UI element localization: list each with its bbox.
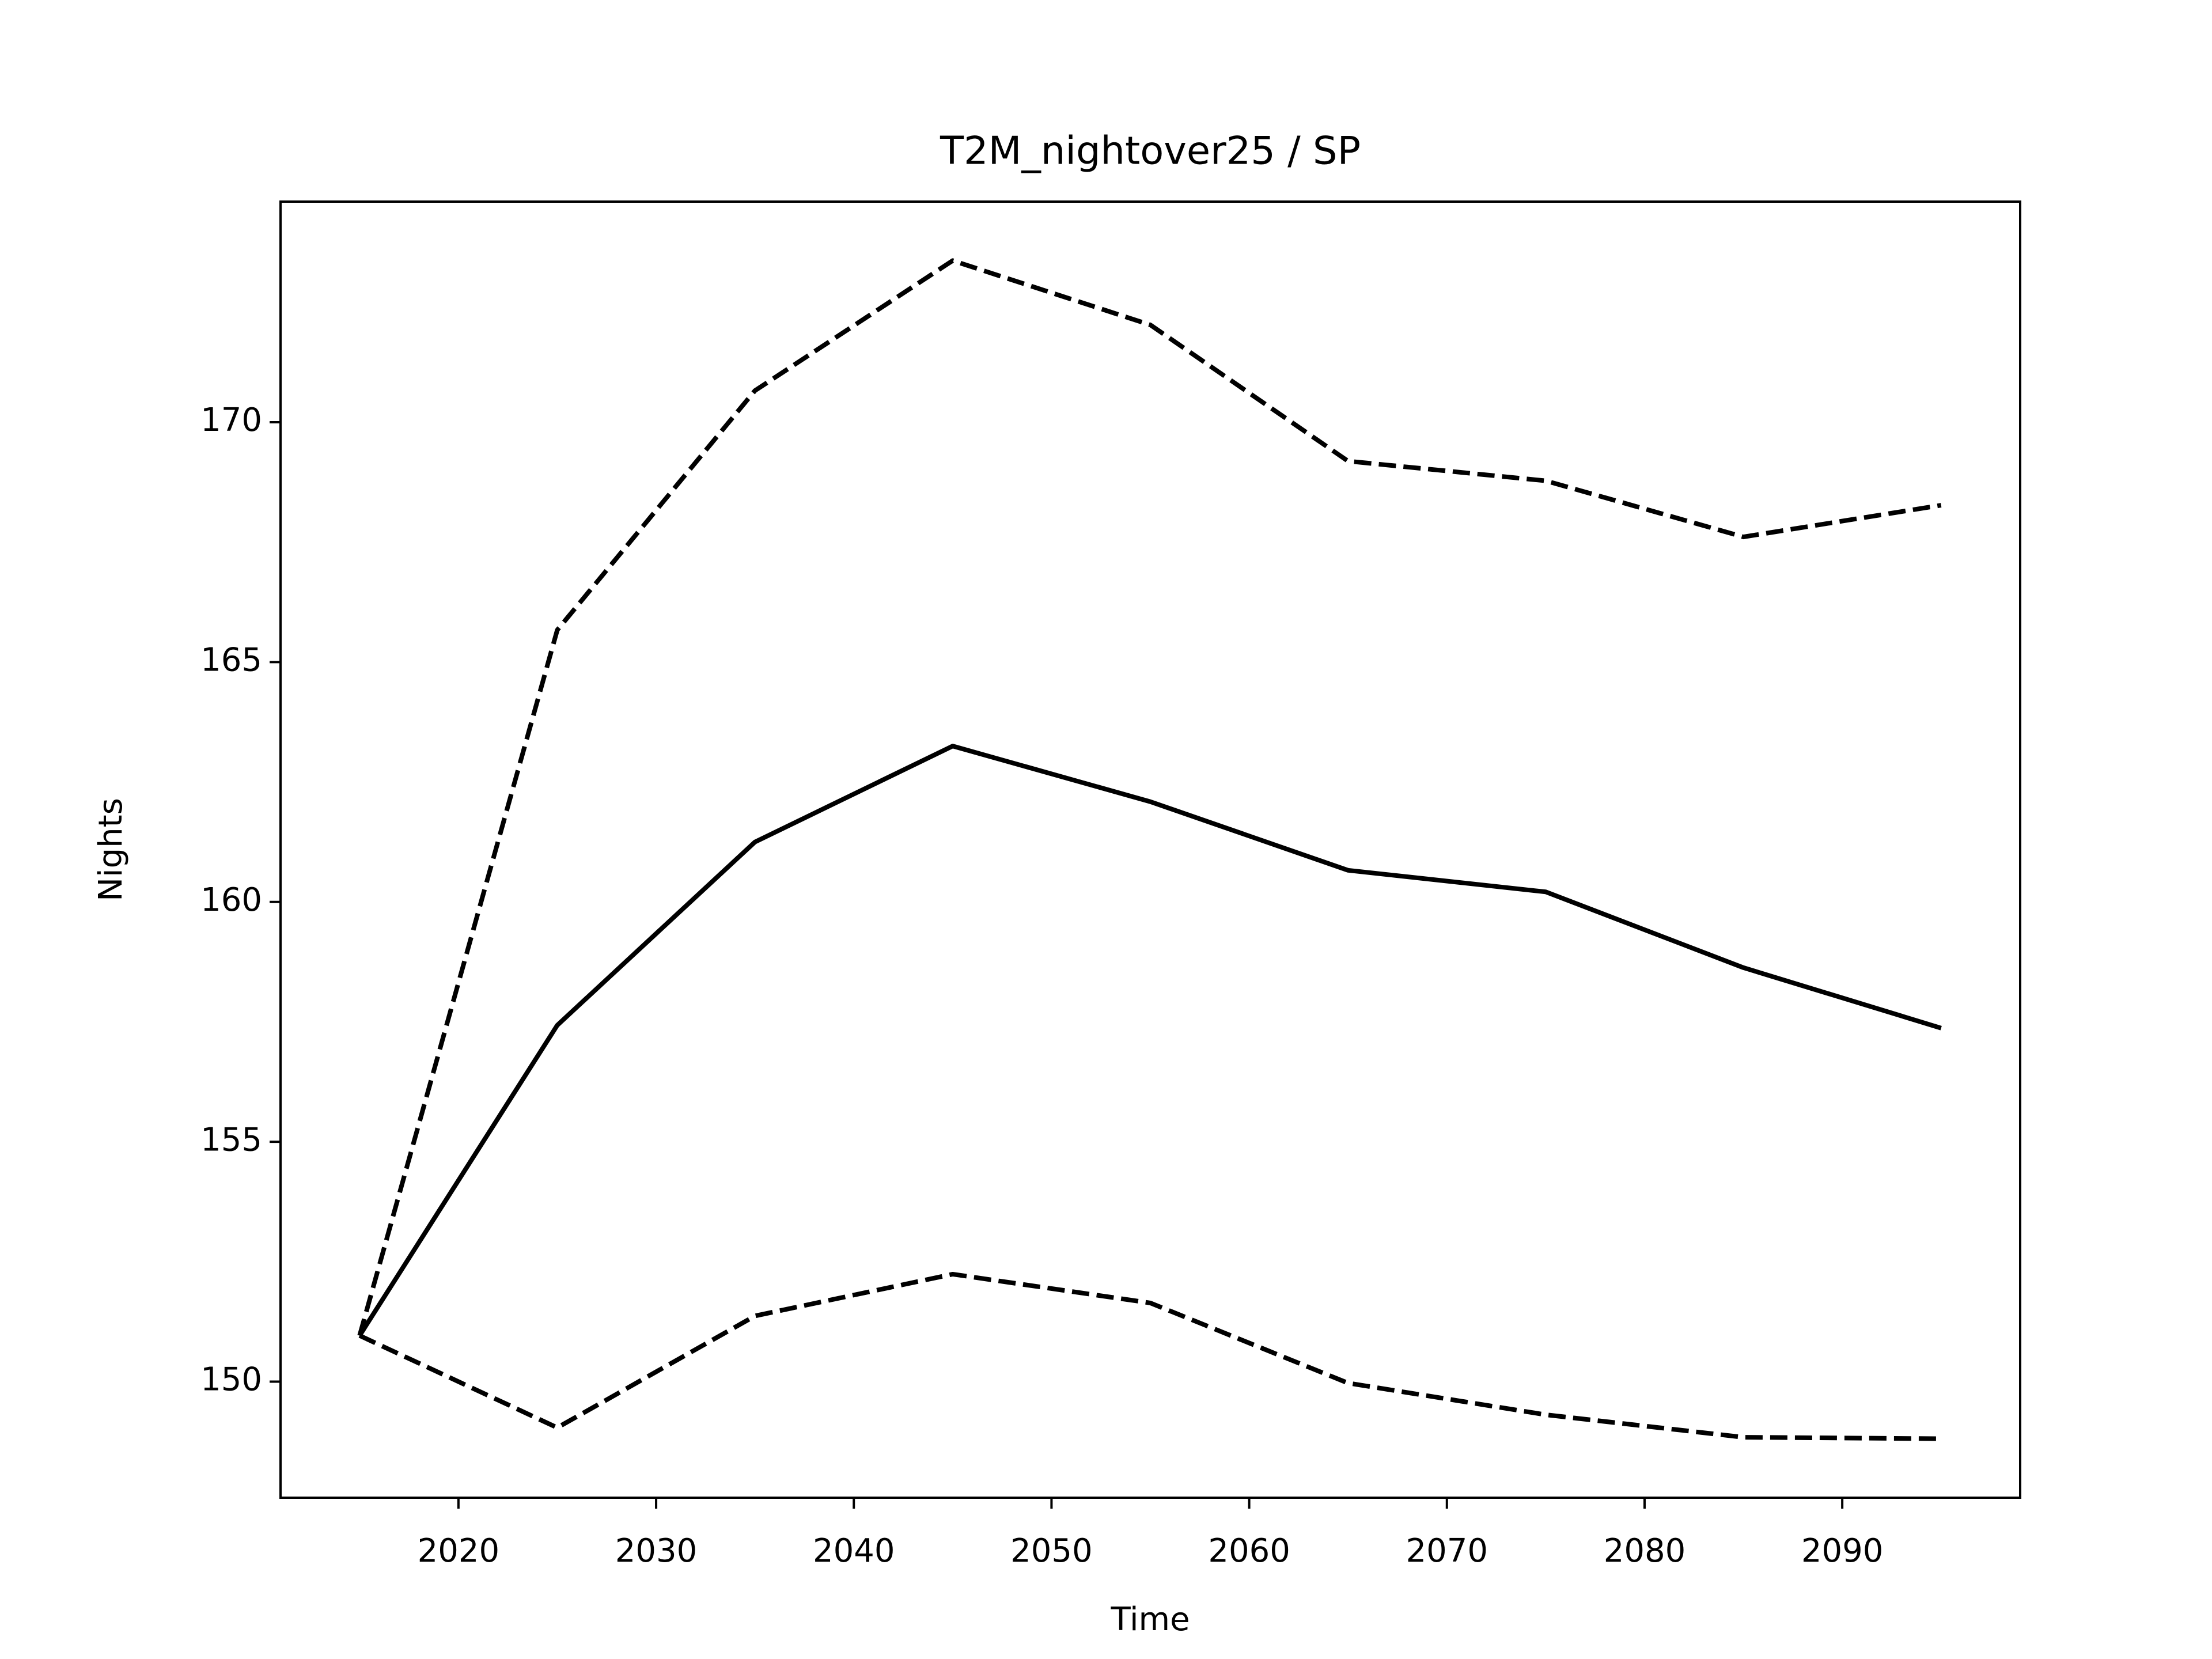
x-tick-label: 2040: [813, 1532, 895, 1570]
y-tick-label: 155: [200, 1121, 262, 1158]
series-line: [358, 1271, 1941, 1441]
x-axis-label: Time: [1110, 1601, 1190, 1638]
chart-title: T2M_nightover25 / SP: [940, 128, 1361, 173]
plot-frame: [279, 200, 2021, 1499]
y-tick-label: 160: [200, 881, 262, 919]
y-axis-label: Nights: [92, 798, 130, 902]
x-tick-label: 2050: [1010, 1532, 1093, 1570]
y-tick-label: 170: [200, 402, 262, 439]
series-line: [357, 258, 1942, 1336]
x-tick-label: 2060: [1208, 1532, 1290, 1570]
y-tick-label: 165: [200, 642, 262, 679]
x-tick-label: 2030: [615, 1532, 698, 1570]
series-line: [357, 744, 1942, 1337]
x-tick-label: 2090: [1801, 1532, 1884, 1570]
y-tick-label: 150: [200, 1361, 262, 1399]
x-tick-label: 2020: [418, 1532, 500, 1570]
x-tick-label: 2080: [1604, 1532, 1686, 1570]
x-tick-label: 2070: [1406, 1532, 1488, 1570]
